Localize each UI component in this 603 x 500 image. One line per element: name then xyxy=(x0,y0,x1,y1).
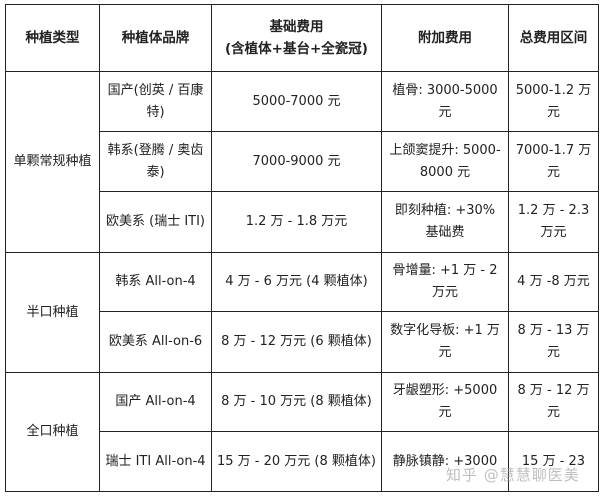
type-cell: 半口种植 xyxy=(5,252,100,373)
extra-cell: 数字化导板: +1 万元 xyxy=(381,311,509,373)
total-cell: 7000-1.7 万元 xyxy=(508,131,599,192)
extra-cell: 即刻种植: +30% 基础费 xyxy=(381,191,509,253)
table-row: 半口种植 韩系 All-on-4 4 万 - 6 万元 (4 颗植体) 骨增量:… xyxy=(5,252,599,373)
base-cell: 7000-9000 元 xyxy=(211,131,382,192)
total-cell: 15 万 - 23 xyxy=(508,431,599,492)
watermark: 知乎 @慧慧聊医美 xyxy=(446,466,580,484)
header-total: 总费用区间 xyxy=(508,4,599,72)
type-cell: 全口种植 xyxy=(5,372,100,492)
total-cell: 4 万 -8 万元 xyxy=(508,252,599,312)
header-extra: 附加费用 xyxy=(381,4,509,72)
brand-cell: 国产 All-on-4 xyxy=(99,372,212,432)
table-row: 全口种植 国产 All-on-4 8 万 - 10 万元 (8 颗植体) 牙龈塑… xyxy=(5,372,599,492)
header-base-line1: 基础费用 xyxy=(269,19,324,35)
table-row: 欧美系 (瑞士 ITI) 1.2 万 - 1.8 万元 即刻种植: +30% 基… xyxy=(6,191,599,253)
base-cell: 8 万 - 12 万元 (6 颗植体) xyxy=(211,311,382,373)
base-cell: 4 万 - 6 万元 (4 颗植体) xyxy=(211,252,382,312)
header-brand: 种植体品牌 xyxy=(99,4,212,72)
header-base: 基础费用 (含植体+基台+全瓷冠) xyxy=(211,4,382,72)
table-row: 单颗常规种植 国产(创英 / 百康特) 5000-7000 元 植骨: 3000… xyxy=(5,71,599,253)
header-type: 种植类型 xyxy=(5,4,100,72)
base-cell: 8 万 - 10 万元 (8 颗植体) xyxy=(211,372,382,432)
header-row: 种植类型 种植体品牌 基础费用 (含植体+基台+全瓷冠) 附加费用 总费用区间 xyxy=(5,4,599,72)
extra-cell: 植骨: 3000-5000 元 xyxy=(381,71,509,132)
table-row: 韩系(登腾 / 奥齿泰) 7000-9000 元 上颌窦提升: 5000-800… xyxy=(6,131,599,192)
brand-cell: 韩系(登腾 / 奥齿泰) xyxy=(99,131,212,192)
brand-cell: 瑞士 ITI All-on-4 xyxy=(99,431,212,492)
brand-cell: 欧美系 (瑞士 ITI) xyxy=(99,191,212,253)
base-cell: 15 万 - 20 万元 (8 颗植体) xyxy=(211,431,382,492)
table-row: 瑞士 ITI All-on-4 15 万 - 20 万元 (8 颗植体) 静脉镇… xyxy=(6,431,599,492)
extra-cell: 牙龈塑形: +5000 元 xyxy=(381,372,509,432)
implant-cost-table: 种植类型 种植体品牌 基础费用 (含植体+基台+全瓷冠) 附加费用 总费用区间 单… xyxy=(5,4,599,492)
total-cell: 5000-1.2 万元 xyxy=(508,71,599,132)
brand-cell: 欧美系 All-on-6 xyxy=(99,311,212,373)
brand-cell: 国产(创英 / 百康特) xyxy=(99,71,212,132)
header-base-line2: (含植体+基台+全瓷冠) xyxy=(225,41,368,57)
brand-cell: 韩系 All-on-4 xyxy=(99,252,212,312)
extra-cell: 骨增量: +1 万 - 2 万元 xyxy=(381,252,509,312)
total-cell: 1.2 万 - 2.3 万元 xyxy=(508,191,599,253)
total-cell: 8 万 - 12 万元 xyxy=(508,372,599,432)
base-cell: 1.2 万 - 1.8 万元 xyxy=(211,191,382,253)
table-row: 欧美系 All-on-6 8 万 - 12 万元 (6 颗植体) 数字化导板: … xyxy=(6,311,599,373)
base-cell: 5000-7000 元 xyxy=(211,71,382,132)
extra-cell: 静脉镇静: +3000 xyxy=(381,431,509,492)
total-cell: 8 万 - 13 万元 xyxy=(508,311,599,373)
extra-cell: 上颌窦提升: 5000-8000 元 xyxy=(381,131,509,192)
type-cell: 单颗常规种植 xyxy=(5,71,100,253)
